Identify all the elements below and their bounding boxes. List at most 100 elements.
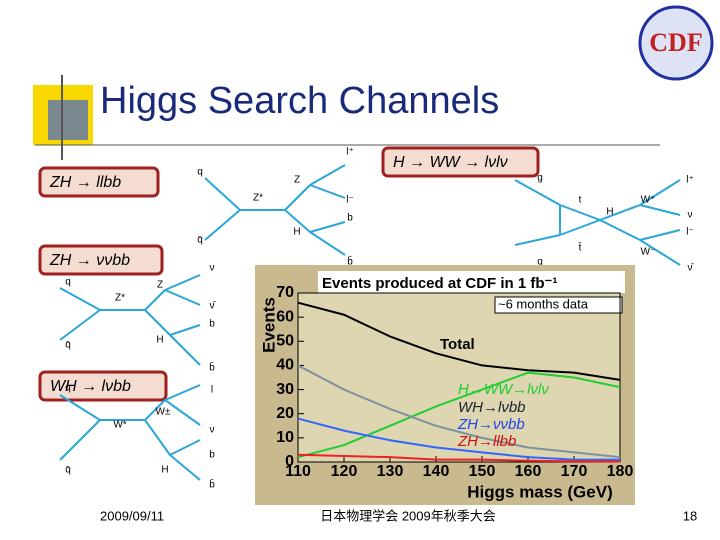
diagram-line xyxy=(204,177,241,211)
diagram-label: g xyxy=(537,173,543,184)
diagram-line xyxy=(169,324,201,336)
y-tick-label: 10 xyxy=(276,429,294,446)
channel-label: H → WW → lνlν xyxy=(393,154,508,171)
diagram-label: W⁻ xyxy=(641,247,656,258)
diagram-label: H xyxy=(293,227,300,238)
diagram-label: l⁻ xyxy=(346,195,354,206)
diagram-label: W* xyxy=(113,420,126,431)
x-tick-label: 150 xyxy=(469,463,496,480)
diagram-line xyxy=(169,334,201,366)
diagram-label: t̄ xyxy=(578,241,582,253)
channel-label: ZH → llbb xyxy=(49,174,121,191)
diagram-label: q̄ xyxy=(65,340,71,351)
x-axis-label: Higgs mass (GeV) xyxy=(467,482,613,501)
diagram-line xyxy=(164,399,201,426)
diagram-label: l⁺ xyxy=(686,175,694,186)
diagram-label: l xyxy=(211,385,213,396)
footer-event: 日本物理学会 2009年秋季大会 xyxy=(320,508,496,523)
diagram-label: q xyxy=(65,383,71,394)
diagram-line xyxy=(144,289,166,311)
diagram-line xyxy=(59,287,101,311)
y-tick-label: 40 xyxy=(276,357,294,374)
y-tick-label: 50 xyxy=(276,333,294,350)
y-tick-label: 70 xyxy=(276,284,294,301)
diagram-label: b xyxy=(209,319,215,330)
diagram-line xyxy=(144,399,166,421)
diagram-line xyxy=(309,184,346,199)
diagram-label: H xyxy=(606,207,613,218)
diagram-label: ν xyxy=(210,263,215,274)
diagram-line xyxy=(169,454,201,481)
channel-box xyxy=(381,146,540,178)
x-tick-label: 140 xyxy=(423,463,450,480)
diagram-label: H xyxy=(161,465,168,476)
series-line xyxy=(297,371,621,459)
diagram-line xyxy=(514,234,561,246)
diagram-label: Z* xyxy=(253,193,263,204)
diagram-label: l⁺ xyxy=(346,147,354,158)
diagram-label: ν̄ xyxy=(210,301,217,312)
footer-page: 18 xyxy=(683,508,697,523)
diagram-line xyxy=(59,309,101,341)
diagram-line xyxy=(59,394,101,421)
channel-label: ZH → ννbb xyxy=(49,252,130,269)
channel-label: WH → lνbb xyxy=(50,378,131,395)
diagram-line xyxy=(144,419,171,456)
diagram-label: q xyxy=(197,167,203,178)
diagram-label: W⁺ xyxy=(641,195,656,206)
x-tick-label: 170 xyxy=(561,463,588,480)
diagram-line xyxy=(204,209,241,241)
diagram-line xyxy=(599,204,641,221)
diagram-line xyxy=(284,209,311,233)
series-line xyxy=(297,417,620,461)
y-axis-label: Events xyxy=(259,297,278,353)
diagram-line xyxy=(164,384,201,401)
series-label: Total xyxy=(440,336,475,353)
plot-frame xyxy=(297,292,621,463)
diagram-label: l⁻ xyxy=(686,227,694,238)
channel-box xyxy=(38,166,160,198)
annotation: ~6 months data xyxy=(498,296,589,311)
diagram-line xyxy=(284,184,311,211)
series-label: H→WW→lνlν xyxy=(458,381,549,398)
x-tick-label: 160 xyxy=(515,463,542,480)
diagram-label: g xyxy=(537,257,543,268)
diagram-line xyxy=(309,221,346,233)
x-tick-label: 130 xyxy=(377,463,404,480)
diagram-label: t xyxy=(579,195,582,206)
diagram-line xyxy=(639,239,681,266)
diagram-label: q̄ xyxy=(197,235,203,246)
diagram-line xyxy=(144,309,171,336)
y-tick-label: 60 xyxy=(276,308,294,325)
diagram-line xyxy=(599,219,641,241)
diagram-line xyxy=(639,204,681,216)
x-tick-label: 180 xyxy=(607,463,634,480)
diagram-label: q xyxy=(65,277,71,288)
diagram-label: ν xyxy=(210,425,215,436)
diagram-label: ν̄ xyxy=(688,263,695,274)
diagram-label: Z xyxy=(157,280,163,291)
channel-box xyxy=(38,244,164,276)
diagram-label: b xyxy=(209,450,215,461)
diagram-line xyxy=(164,289,201,306)
chart-title-box xyxy=(318,271,625,293)
diagram-line xyxy=(164,274,201,291)
series-label: WH→lνbb xyxy=(458,399,526,416)
chart-title: Events produced at CDF in 1 fb⁻¹ xyxy=(322,275,557,292)
diagram-line xyxy=(559,219,601,236)
logo-text: CDF xyxy=(649,28,702,57)
diagram-label: Z xyxy=(294,175,300,186)
y-tick-label: 20 xyxy=(276,405,294,422)
diagram-label: q̄ xyxy=(65,465,71,476)
slide-title: Higgs Search Channels xyxy=(100,80,499,122)
channel-box xyxy=(38,370,168,402)
diagram-line xyxy=(559,204,601,221)
x-tick-label: 120 xyxy=(331,463,358,480)
diagram-label: b̄ xyxy=(209,361,215,374)
diagram-line xyxy=(169,439,201,456)
series-line xyxy=(297,364,621,459)
series-label: ZH→llbb xyxy=(457,433,516,450)
series-label: ZH→ννbb xyxy=(457,416,525,433)
diagram-label: ν xyxy=(688,210,693,221)
